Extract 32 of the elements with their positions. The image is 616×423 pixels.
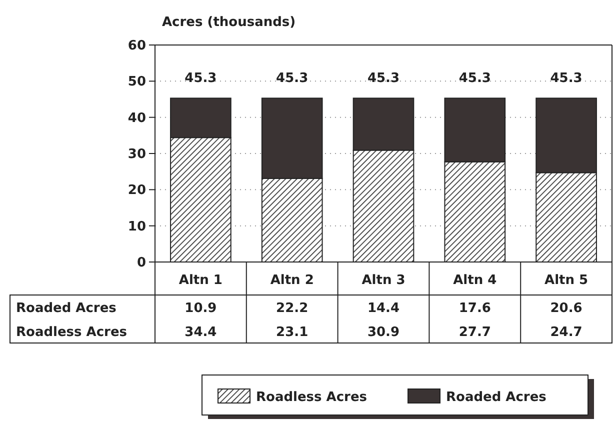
legend-label: Roaded Acres [446,390,547,405]
data-label: 27.7 [458,325,491,340]
total-label: 45.3 [550,71,582,86]
y-tick-label: 20 [128,183,146,198]
data-label: 24.7 [550,325,582,340]
data-label: 30.9 [367,325,400,340]
y-tick-label: 30 [128,147,146,162]
text: Roaded Acres [16,301,116,316]
total-label: 45.3 [367,71,400,86]
x-tick-label: Altn 5 [544,273,588,288]
total-label: 45.3 [276,71,308,86]
data-label: 10.9 [184,301,217,316]
y-tick-label: 10 [128,219,146,234]
y-axis-title: Acres (thousands) [162,15,296,30]
data-label: 23.1 [276,325,308,340]
data-label: 14.4 [367,301,400,316]
text: Roadless Acres [16,325,128,340]
x-tick-label: Altn 3 [362,273,406,288]
x-tick-label: Altn 1 [178,273,222,288]
total-label: 45.3 [184,71,217,86]
data-label: 22.2 [276,301,308,316]
y-tick-label: 50 [128,74,146,90]
total-label: 45.3 [458,71,491,86]
legend-label: Roadless Acres [256,390,368,405]
y-tick-label: 40 [128,110,146,126]
data-label: 20.6 [550,301,582,316]
data-label: 34.4 [184,325,217,340]
x-tick-label: Altn 2 [270,273,314,288]
y-tick-label: 60 [128,38,146,54]
y-tick-label: 0 [136,256,146,271]
x-tick-label: Altn 4 [453,273,497,288]
data-label: 17.6 [458,301,491,316]
